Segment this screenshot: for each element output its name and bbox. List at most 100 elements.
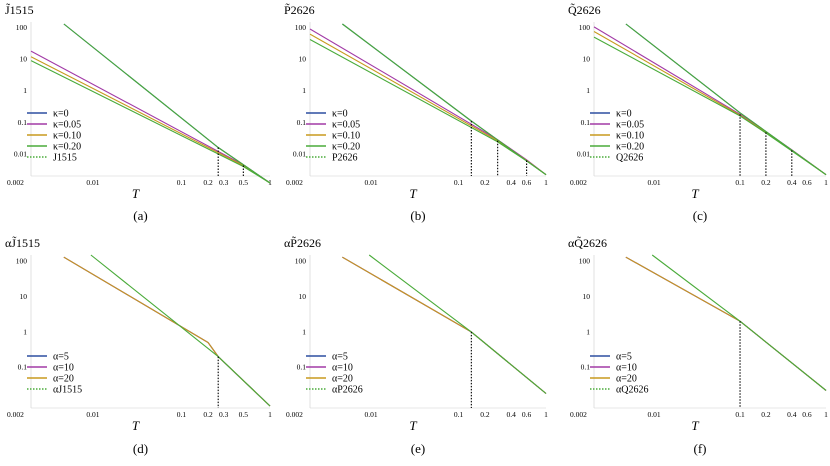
x-tick-label: 0.1 xyxy=(177,178,187,187)
x-axis-title: T xyxy=(132,418,140,433)
legend-label: κ=0.10 xyxy=(332,131,360,142)
x-tick-label: 0.2 xyxy=(480,410,490,419)
x-tick-label: 0.2 xyxy=(480,178,490,187)
y-tick-label: 100 xyxy=(16,23,28,32)
y-tick-label: 100 xyxy=(579,257,591,266)
series-line xyxy=(625,23,827,176)
series-line xyxy=(625,256,827,391)
y-axis-title: Q̃2626 xyxy=(568,3,601,17)
legend-label: α=5 xyxy=(53,352,69,363)
x-tick-label: 0.4 xyxy=(507,178,517,187)
series-line xyxy=(90,254,271,407)
y-axis-title: αP̃2626 xyxy=(284,236,321,250)
series-line xyxy=(625,256,827,391)
y-axis-title: αJ̃1515 xyxy=(5,236,40,250)
legend-label: α=20 xyxy=(616,374,637,385)
series-line xyxy=(651,254,827,391)
y-tick-label: 0.1 xyxy=(581,118,591,127)
y-tick-label: 1 xyxy=(302,86,306,95)
y-tick-label: 100 xyxy=(16,257,28,266)
y-tick-label: 1 xyxy=(302,327,306,336)
panel-label: (b) xyxy=(410,208,425,223)
y-tick-label: 1 xyxy=(586,86,590,95)
legend-label: κ=0 xyxy=(616,109,632,120)
x-axis-title: T xyxy=(691,418,699,433)
x-tick-label: 1 xyxy=(824,410,828,419)
x-tick-label: 0.2 xyxy=(203,178,213,187)
series-line xyxy=(63,256,271,407)
legend-label: κ=0 xyxy=(53,109,69,120)
panel-label: (d) xyxy=(133,441,148,456)
y-tick-label: 0.01 xyxy=(14,149,27,158)
legend-label: αQ2626 xyxy=(616,385,648,396)
x-tick-label: 1 xyxy=(268,410,272,419)
x-tick-label: 0.3 xyxy=(219,178,229,187)
x-tick-label: 0.5 xyxy=(239,178,249,187)
y-axis-title: J̃1515 xyxy=(5,3,34,17)
x-tick-label: 0.1 xyxy=(454,410,464,419)
series-line xyxy=(342,256,547,394)
legend-label: P2626 xyxy=(332,153,358,164)
y-tick-label: 0.01 xyxy=(293,149,306,158)
series-line xyxy=(63,256,271,407)
x-tick-label: 0.002 xyxy=(7,178,24,187)
legend-label: κ=0.10 xyxy=(53,131,81,142)
series-line xyxy=(625,23,827,176)
legend-label: κ=0 xyxy=(332,109,348,120)
y-tick-label: 100 xyxy=(295,257,307,266)
y-tick-label: 10 xyxy=(20,55,28,64)
series-line xyxy=(63,256,271,407)
x-tick-label: 1 xyxy=(544,410,548,419)
x-axis-title: T xyxy=(409,418,417,433)
series-line xyxy=(625,256,827,391)
x-tick-label: 0.3 xyxy=(219,410,229,419)
x-tick-label: 0.6 xyxy=(522,410,532,419)
x-tick-label: 0.4 xyxy=(787,410,797,419)
legend-label: α=20 xyxy=(332,374,353,385)
y-tick-label: 100 xyxy=(295,23,307,32)
y-tick-label: 10 xyxy=(583,292,591,301)
panel-label: (a) xyxy=(133,208,147,223)
x-tick-label: 0.01 xyxy=(365,410,378,419)
legend-label: κ=0.05 xyxy=(332,120,360,131)
x-axis-title: T xyxy=(409,186,417,201)
legend-label: κ=0.10 xyxy=(616,131,644,142)
y-tick-label: 0.1 xyxy=(18,363,28,372)
y-tick-label: 1 xyxy=(23,327,27,336)
series-line xyxy=(63,23,271,184)
y-axis-title: αQ̃2626 xyxy=(568,236,607,250)
panel-label: (c) xyxy=(693,208,707,223)
x-tick-label: 1 xyxy=(824,178,828,187)
y-tick-label: 100 xyxy=(579,23,591,32)
y-tick-label: 10 xyxy=(299,55,307,64)
y-tick-label: 0.01 xyxy=(577,149,590,158)
x-tick-label: 0.002 xyxy=(286,178,303,187)
x-tick-label: 0.4 xyxy=(507,410,517,419)
y-tick-label: 0.1 xyxy=(18,118,28,127)
y-axis-title: P̃2626 xyxy=(284,3,315,17)
x-tick-label: 0.6 xyxy=(802,410,812,419)
panel-label: (e) xyxy=(411,441,425,456)
y-tick-label: 0.1 xyxy=(581,363,591,372)
x-tick-label: 0.002 xyxy=(7,410,24,419)
series-line xyxy=(342,23,547,176)
legend-label: κ=0.05 xyxy=(53,120,81,131)
x-tick-label: 0.002 xyxy=(570,178,587,187)
y-tick-label: 1 xyxy=(23,86,27,95)
chart-panel-c: 100 10 1 0.1 0.01 0.002 0.01 0.1 0.2 0.4 0.6 1 Q̃262… xyxy=(568,3,828,223)
legend-label: αP2626 xyxy=(332,385,363,396)
legend-label: κ=0.20 xyxy=(53,142,81,153)
legend-label: κ=0.20 xyxy=(616,142,644,153)
chart-panel-f: 100 10 1 0.1 0.002 0.01 0.1 0.2 0.4 0.6 1 αQ̃2626 T (… xyxy=(568,236,828,456)
x-tick-label: 0.01 xyxy=(86,178,99,187)
legend-label: α=10 xyxy=(53,363,74,374)
x-tick-label: 0.1 xyxy=(177,410,187,419)
x-tick-label: 0.5 xyxy=(239,410,249,419)
x-tick-label: 0.01 xyxy=(365,178,378,187)
x-tick-label: 1 xyxy=(544,178,548,187)
series-line xyxy=(342,256,547,394)
legend-label: J1515 xyxy=(53,153,77,164)
x-tick-label: 0.1 xyxy=(735,178,745,187)
